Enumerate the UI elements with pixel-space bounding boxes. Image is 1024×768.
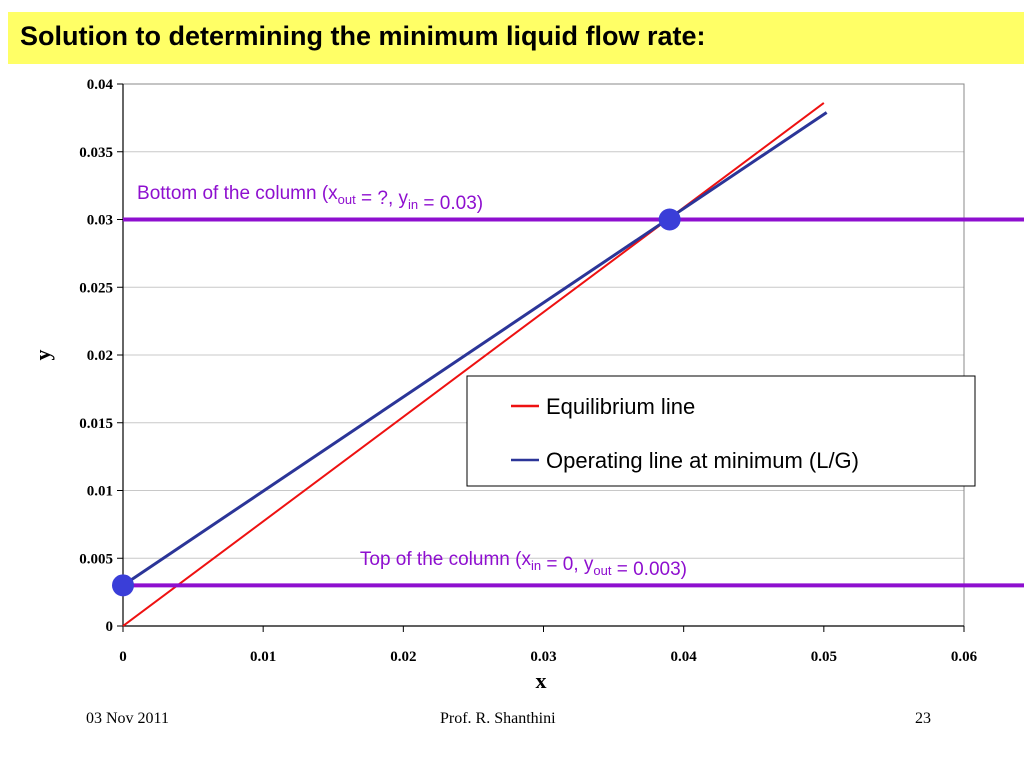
y-tick-label: 0.025 [79, 280, 113, 296]
grid [123, 83, 964, 559]
legend-label-operating: Operating line at minimum (L/G) [546, 448, 859, 473]
operating-line [122, 111, 828, 587]
y-tick-label: 0.01 [87, 484, 113, 500]
annotation-bottom-of-column: Bottom of the column (xout = ?, yin = 0.… [137, 183, 483, 214]
footer-page-number: 23 [915, 710, 931, 727]
y-tick-label: 0.02 [87, 348, 113, 364]
legend-box [466, 375, 976, 487]
x-tick-label: 0.03 [530, 649, 556, 665]
footer-date: 03 Nov 2011 [86, 710, 169, 727]
y-tick-label: 0 [106, 619, 114, 635]
slide-title: Solution to determining the minimum liqu… [20, 21, 706, 51]
legend: Equilibrium line Operating line at minim… [466, 375, 976, 487]
x-tick-label: 0.02 [390, 649, 416, 665]
tick-labels: 0 0.005 0.01 0.015 0.02 0.025 0.03 0.035 0.04 0 0.… [79, 77, 977, 665]
bottom-point-marker [658, 208, 681, 231]
y-tick-label: 0.005 [79, 551, 113, 567]
x-tick-label: 0.05 [811, 649, 837, 665]
title-bar: Solution to determining the minimum liqu… [8, 12, 1024, 64]
annotation-top-of-column: Top of the column (xin = 0, yout = 0.003… [360, 549, 687, 580]
y-tick-label: 0.04 [87, 77, 114, 93]
x-tick-label: 0.01 [250, 649, 276, 665]
x-tick-label: 0 [119, 649, 127, 665]
x-tick-label: 0.06 [951, 649, 978, 665]
x-tick-label: 0.04 [671, 649, 698, 665]
y-tick-label: 0.015 [79, 416, 113, 432]
legend-label-equilibrium: Equilibrium line [546, 394, 695, 419]
y-axis-title: y [30, 350, 55, 361]
x-axis-title: x [536, 668, 547, 693]
horizontal-lines [123, 217, 1024, 588]
equilibrium-line [122, 102, 825, 627]
markers [112, 208, 681, 597]
y-tick-label: 0.035 [79, 145, 113, 161]
series [122, 102, 828, 627]
y-tick-label: 0.03 [87, 213, 113, 229]
footer-author: Prof. R. Shanthini [440, 710, 556, 727]
annotations: Bottom of the column (xout = ?, yin = 0.… [137, 183, 687, 580]
axes [117, 83, 965, 632]
top-point-marker [112, 574, 134, 597]
